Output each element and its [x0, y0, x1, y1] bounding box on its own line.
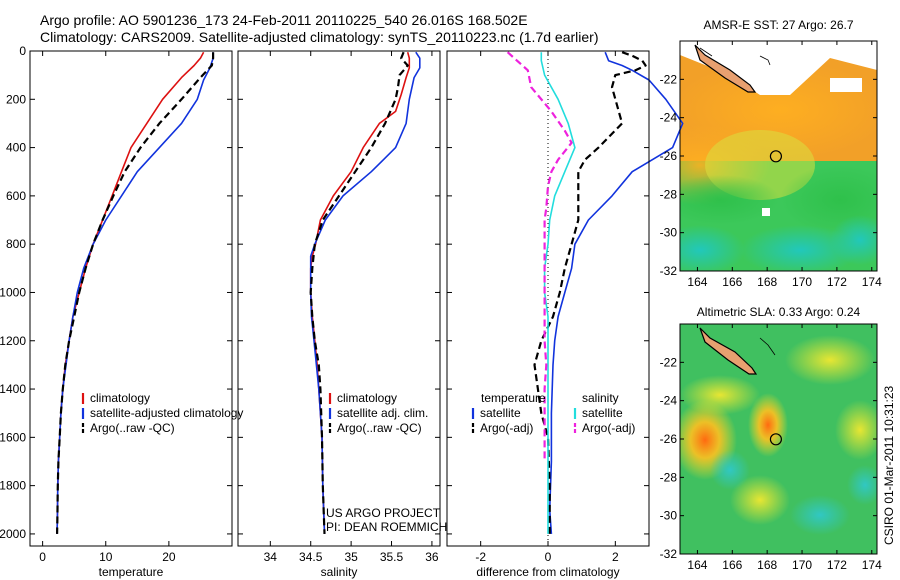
x-tick-label: 36 — [425, 550, 439, 564]
x-tick-label: 34 — [264, 550, 278, 564]
map-title: Altimetric SLA: 0.33 Argo: 0.24 — [697, 305, 861, 319]
y-tick-label: -24 — [660, 111, 678, 125]
x-tick-label: 34.5 — [299, 550, 323, 564]
x-tick-label: 20 — [162, 550, 176, 564]
x-tick-label: 0 — [545, 550, 552, 564]
x-tick-label: 172 — [827, 558, 847, 572]
series-line-temperature-argo-adj- — [533, 51, 647, 534]
x-tick-label: 172 — [827, 275, 847, 289]
y-tick-label: -24 — [660, 394, 678, 408]
y-tick-label: 400 — [6, 141, 26, 155]
legend-entry-label: satellite adj. clim. — [337, 406, 428, 420]
x-axis-label: temperature — [99, 565, 164, 579]
y-tick-label: 1400 — [0, 382, 26, 396]
y-tick-label: 1000 — [0, 285, 26, 299]
legend-entry-label: Argo(..raw -QC) — [337, 421, 422, 435]
x-tick-label: 164 — [687, 558, 707, 572]
x-tick-label: 170 — [792, 275, 812, 289]
y-tick-label: -32 — [660, 547, 678, 561]
legend-entry-label: climatology — [337, 391, 397, 405]
legend-entry-label: satellite-adjusted climatology — [90, 406, 243, 420]
profile-title: Argo profile: AO 5901236_173 24-Feb-2011… — [40, 12, 528, 28]
y-tick-label: 600 — [6, 189, 26, 203]
y-tick-label: -26 — [660, 432, 678, 446]
plot-frame — [29, 50, 233, 547]
x-tick-label: 35 — [344, 550, 358, 564]
y-tick-label: -30 — [660, 509, 678, 523]
series-line-temperature-satellite — [548, 51, 684, 534]
series-line-climatology — [309, 51, 411, 534]
x-tick-label: 2 — [612, 550, 619, 564]
y-tick-label: 0 — [19, 44, 26, 58]
map-title: AMSR-E SST: 27 Argo: 26.7 — [703, 18, 853, 32]
y-tick-label: -28 — [660, 470, 678, 484]
series-line-salinity-argo-adj- — [506, 51, 573, 462]
series-line-argo-raw-qc- — [309, 51, 409, 534]
legend-entry-label: satellite — [480, 406, 521, 420]
legend-heading-salinity: salinity — [582, 391, 619, 405]
x-tick-label: 174 — [862, 275, 882, 289]
series-line-satellite-adjusted-climatology — [56, 52, 214, 534]
pi-annotation: PI: DEAN ROEMMICH — [326, 520, 447, 534]
y-tick-label: -22 — [660, 355, 678, 369]
legend-difference: temperaturesatelliteArgo(-adj)salinitysa… — [471, 391, 635, 435]
y-tick-label: -22 — [660, 72, 678, 86]
timestamp-stamp: CSIRO 01-Mar-2011 10:31:23 — [882, 385, 896, 545]
series-line-satellite-adj-clim- — [309, 51, 421, 534]
x-tick-label: 0 — [39, 550, 46, 564]
sla-map-image — [680, 324, 877, 554]
profile-panel-salinity: 34 34.5 35 35.5 36 salinity — [237, 50, 441, 579]
y-tick-label: 800 — [6, 237, 26, 251]
map-panel-sla: Altimetric SLA: 0.33 Argo: 0.24 164 166 168… — [660, 305, 882, 572]
y-tick-label: 1800 — [0, 479, 26, 493]
y-tick-label: 200 — [6, 92, 26, 106]
x-tick-label: 168 — [757, 275, 777, 289]
series-line-argo-raw-qc- — [56, 52, 215, 534]
x-tick-label: 166 — [722, 275, 742, 289]
map-panel-sst: AMSR-E SST: 27 Argo: 26.7 164 166 168 170 172… — [660, 18, 882, 289]
x-tick-label: 164 — [687, 275, 707, 289]
profile-panel-temperature: 0 10 2002004006008001000120014001600180020… — [0, 44, 233, 579]
project-annotation: US ARGO PROJECT — [326, 506, 441, 520]
y-tick-label: -30 — [660, 226, 678, 240]
y-tick-label: -32 — [660, 264, 678, 278]
x-tick-label: 166 — [722, 558, 742, 572]
x-tick-label: 35.5 — [380, 550, 404, 564]
legend-entry-label: Argo(-adj) — [582, 421, 635, 435]
argo-float-marker — [769, 150, 783, 163]
x-tick-label: 10 — [99, 550, 113, 564]
legend-entry-label: Argo(..raw -QC) — [90, 421, 175, 435]
y-tick-label: -26 — [660, 149, 678, 163]
x-axis-label: salinity — [321, 565, 358, 579]
plot-frame — [237, 50, 441, 547]
legend-entry-label: Argo(-adj) — [480, 421, 533, 435]
argo-float-marker — [769, 433, 783, 446]
x-tick-label: 168 — [757, 558, 777, 572]
x-tick-label: 170 — [792, 558, 812, 572]
legend-entry-label: satellite — [582, 406, 623, 420]
x-tick-label: 174 — [862, 558, 882, 572]
series-line-salinity-satellite — [540, 52, 576, 534]
y-tick-label: -28 — [660, 187, 678, 201]
x-tick-label: -2 — [475, 550, 486, 564]
y-tick-label: 1600 — [0, 430, 26, 444]
sst-map-image — [680, 41, 877, 271]
y-tick-label: 1200 — [0, 334, 26, 348]
legend-heading-temperature: temperature — [481, 391, 546, 405]
climatology-subtitle: Climatology: CARS2009. Satellite-adjuste… — [40, 29, 599, 45]
legend-entry-label: climatology — [90, 391, 150, 405]
x-axis-label: difference from climatology — [476, 565, 619, 579]
y-tick-label: 2000 — [0, 527, 26, 541]
